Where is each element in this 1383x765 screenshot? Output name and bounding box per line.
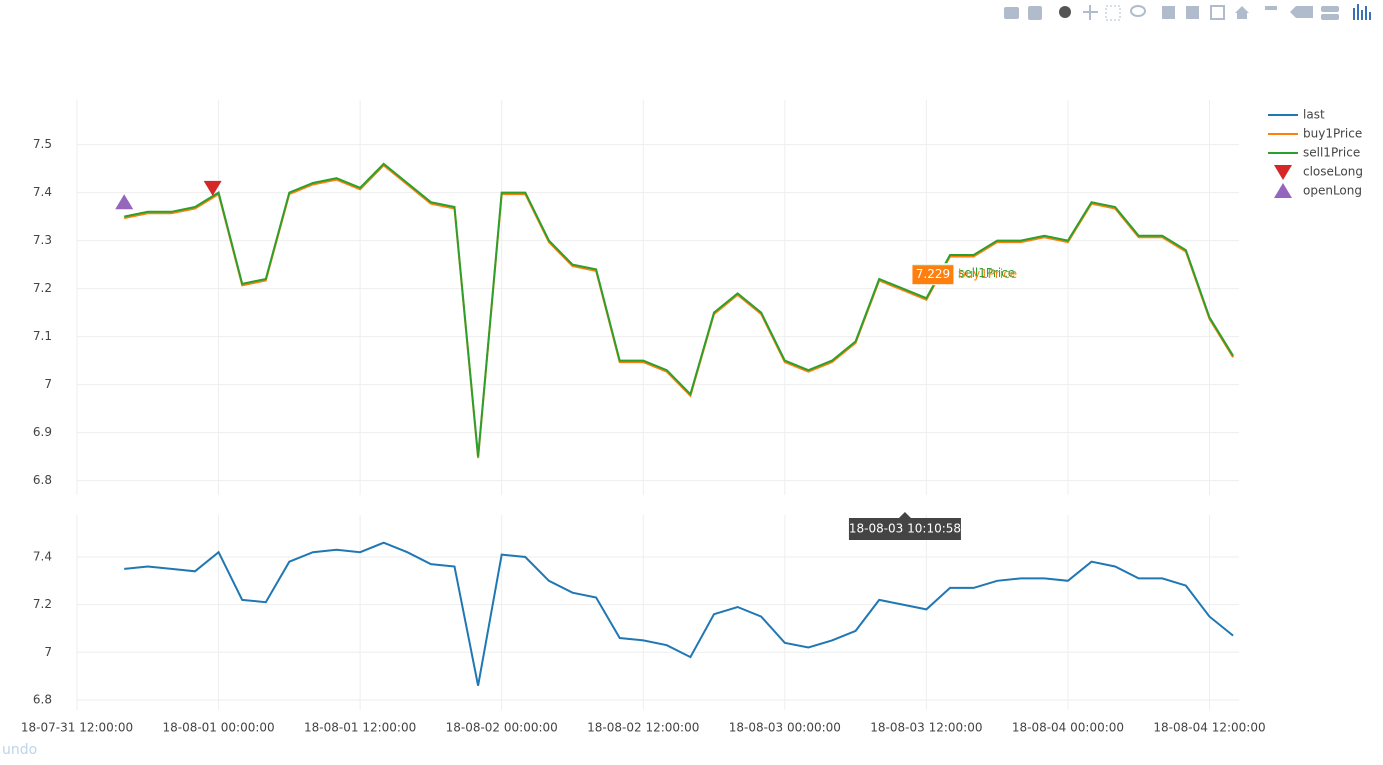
undo-label[interactable]: undo (2, 742, 37, 758)
x-tick-label: 18-08-02 12:00:00 (587, 721, 699, 735)
pan-button[interactable] (1083, 5, 1098, 20)
x-tick-label: 18-08-02 00:00:00 (446, 721, 558, 735)
y-tick-label: 6.8 (33, 692, 52, 706)
y-tick-label: 6.9 (33, 425, 52, 439)
camera-button[interactable] (1004, 7, 1019, 19)
hover-name: sell1Price (958, 266, 1015, 280)
spike-button[interactable] (1265, 6, 1277, 10)
x-tick-label: 18-08-01 12:00:00 (304, 721, 416, 735)
zoom-button[interactable] (1059, 6, 1071, 18)
legend-symbol (1274, 183, 1292, 198)
legend-symbol (1274, 165, 1292, 180)
y-tick-label: 7.1 (33, 329, 52, 343)
x-tick-label: 18-08-01 00:00:00 (162, 721, 274, 735)
line-buy1Price (124, 163, 1234, 459)
y-tick-label: 7.2 (33, 597, 52, 611)
x-tick-label: 18-07-31 12:00:00 (21, 721, 133, 735)
select-button[interactable] (1105, 5, 1121, 21)
legend-label: buy1Price (1303, 127, 1362, 141)
hover-compare-button[interactable] (1321, 6, 1339, 12)
x-tick-label: 18-08-04 00:00:00 (1012, 721, 1124, 735)
y-tick-label: 7.4 (33, 185, 52, 199)
autoscale-button[interactable] (1210, 5, 1225, 20)
reset-button[interactable] (1235, 6, 1249, 19)
y-tick-label: 7 (44, 645, 52, 659)
save-button[interactable] (1028, 6, 1042, 20)
hover-x-box (848, 512, 961, 540)
hover-box (911, 264, 955, 286)
lasso-button[interactable] (1130, 5, 1146, 17)
hover-x-label: 18-08-03 10:10:58 (849, 522, 961, 536)
plotly-logo[interactable] (1353, 4, 1371, 20)
x-tick-label: 18-08-03 12:00:00 (870, 721, 982, 735)
marker-openLong (115, 194, 134, 210)
y-tick-label: 6.8 (33, 473, 52, 487)
modebar (1004, 4, 1371, 21)
y-tick-label: 7 (44, 377, 52, 391)
zoom-out-button[interactable] (1186, 6, 1199, 19)
y-tick-label: 7.2 (33, 281, 52, 295)
line-sell1Price (124, 162, 1234, 457)
y-tick-label: 7.4 (33, 549, 52, 563)
legend-label: openLong (1303, 184, 1362, 198)
y-tick-label: 7.3 (33, 233, 52, 247)
hover-value: 7.229 (916, 267, 950, 281)
hover-compare-button-2 (1321, 14, 1339, 20)
hover-name: buy1Price (958, 267, 1017, 281)
x-tick-label: 18-08-04 12:00:00 (1153, 721, 1265, 735)
line-last (124, 541, 1234, 686)
zoom-in-button[interactable] (1162, 6, 1175, 19)
legend-label: closeLong (1303, 165, 1363, 179)
legend-label: last (1303, 108, 1325, 122)
legend-label: sell1Price (1303, 146, 1360, 160)
marker-closeLong (203, 180, 222, 196)
x-tick-label: 18-08-03 00:00:00 (729, 721, 841, 735)
hover-closest-button[interactable] (1290, 6, 1313, 18)
y-tick-label: 7.5 (33, 137, 52, 151)
legend: last buy1Price sell1Price closeLong openLong (1268, 108, 1363, 198)
